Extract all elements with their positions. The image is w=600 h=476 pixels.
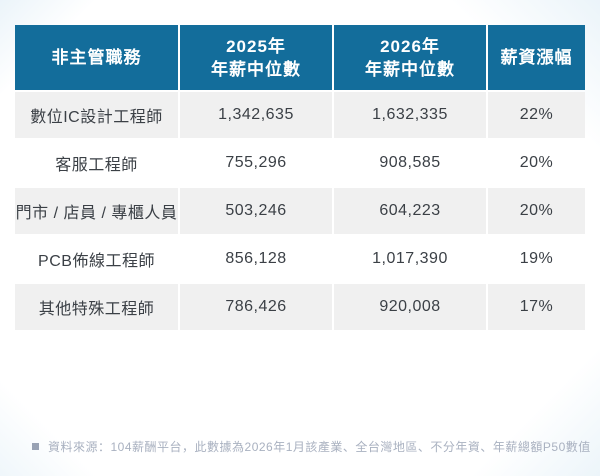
table-row: 數位IC設計工程師 1,342,635 1,632,335 22% (15, 92, 585, 138)
cell-position: 其他特殊工程師 (15, 284, 178, 330)
cell-position: PCB佈線工程師 (15, 236, 178, 282)
header-line: 年薪中位數 (211, 59, 301, 79)
cell-salary-2025: 786,426 (180, 284, 332, 330)
cell-growth: 20% (488, 140, 585, 186)
cell-position: 數位IC設計工程師 (15, 92, 178, 138)
cell-salary-2025: 503,246 (180, 188, 332, 234)
header-line: 薪資漲幅 (500, 48, 573, 67)
square-bullet-icon (32, 443, 39, 450)
column-header-2026-median: 2026年 年薪中位數 (334, 25, 486, 90)
header-line: 非主管職務 (51, 48, 142, 67)
header-line: 年薪中位數 (365, 59, 455, 79)
cell-salary-2026: 604,223 (334, 188, 486, 234)
cell-growth: 17% (488, 284, 585, 330)
cell-salary-2026: 920,008 (334, 284, 486, 330)
column-header-2025-median: 2025年 年薪中位數 (180, 25, 332, 90)
cell-salary-2026: 908,585 (334, 140, 486, 186)
data-source-note: 資料來源：104薪酬平台，此數據為2026年1月該產業、全台灣地區、不分年資、年… (32, 438, 591, 455)
cell-growth: 19% (488, 236, 585, 282)
cell-salary-2025: 1,342,635 (180, 92, 332, 138)
header-line: 2025年 (226, 36, 286, 56)
cell-position: 門市 / 店員 / 專櫃人員 (15, 188, 178, 234)
header-line: 2026年 (380, 36, 440, 56)
table-row: 門市 / 店員 / 專櫃人員 503,246 604,223 20% (15, 188, 585, 234)
cell-salary-2025: 755,296 (180, 140, 332, 186)
table-row: PCB佈線工程師 856,128 1,017,390 19% (15, 236, 585, 282)
column-header-growth: 薪資漲幅 (488, 25, 585, 90)
salary-table: 非主管職務 2025年 年薪中位數 2026年 年薪中位數 薪資漲幅 數位IC設… (15, 25, 585, 332)
column-header-position: 非主管職務 (15, 25, 178, 90)
cell-growth: 20% (488, 188, 585, 234)
cell-salary-2026: 1,017,390 (334, 236, 486, 282)
cell-salary-2025: 856,128 (180, 236, 332, 282)
data-source-text: 資料來源：104薪酬平台，此數據為2026年1月該產業、全台灣地區、不分年資、年… (48, 440, 591, 454)
table-row: 其他特殊工程師 786,426 920,008 17% (15, 284, 585, 330)
cell-salary-2026: 1,632,335 (334, 92, 486, 138)
table-header-row: 非主管職務 2025年 年薪中位數 2026年 年薪中位數 薪資漲幅 (15, 25, 585, 90)
table-row: 客服工程師 755,296 908,585 20% (15, 140, 585, 186)
cell-growth: 22% (488, 92, 585, 138)
cell-position: 客服工程師 (15, 140, 178, 186)
